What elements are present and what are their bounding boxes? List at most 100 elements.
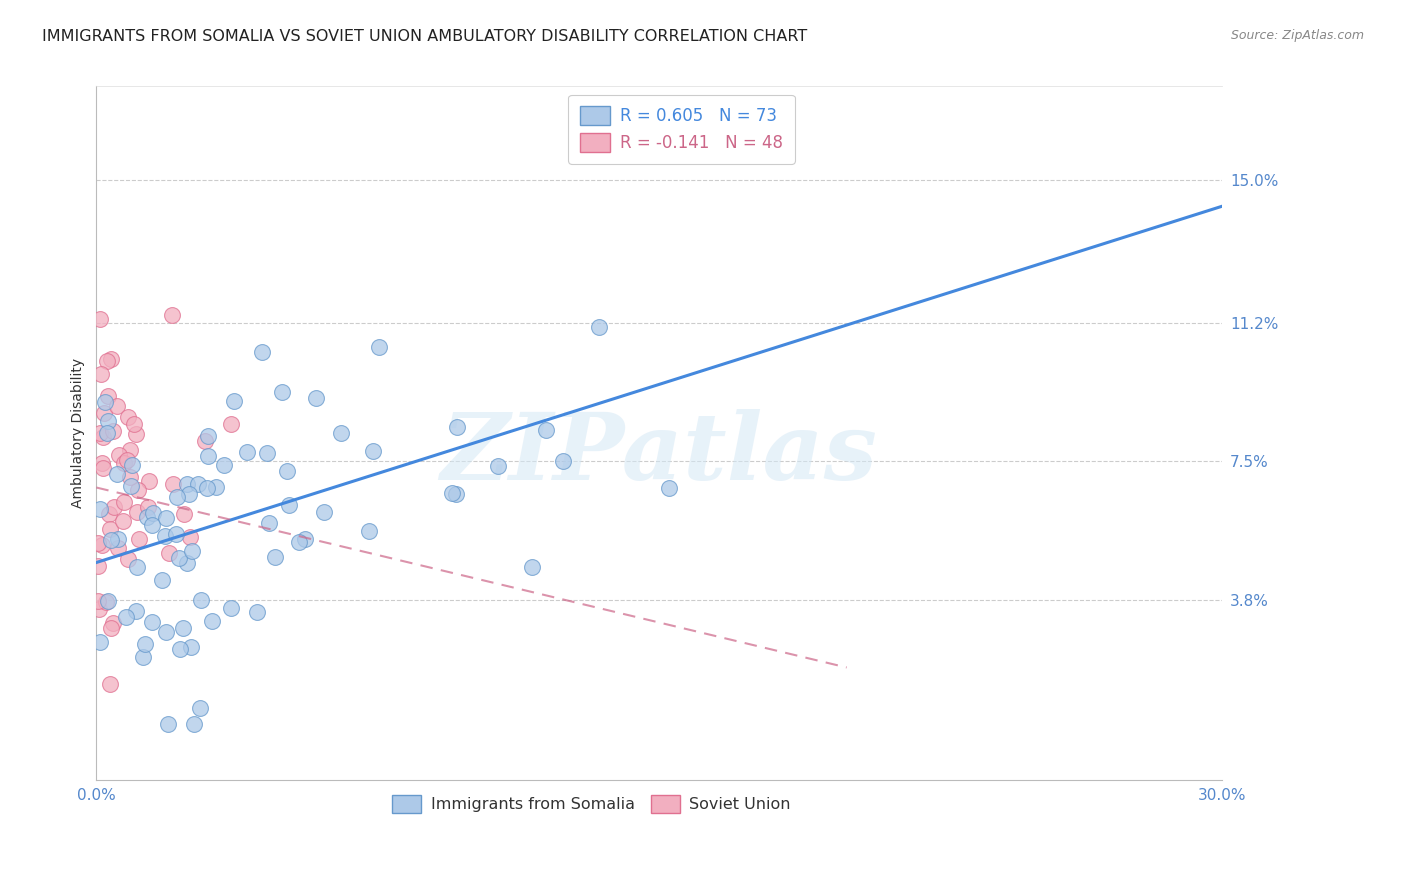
Point [166,490,188,504]
Point [359,524,381,539]
Point [536,423,558,437]
Point [112,495,135,509]
Point [276,464,298,478]
Point [100,351,122,366]
Text: Source: ZipAtlas.com: Source: ZipAtlas.com [1230,29,1364,42]
Point [121,458,143,472]
Point [117,551,139,566]
Point [115,610,138,624]
Point [103,500,125,515]
Point [124,604,146,618]
Point [169,641,191,656]
Point [87,601,110,615]
Point [197,481,219,495]
Point [97,389,120,403]
Point [204,480,226,494]
Legend: Immigrants from Somalia, Soviet Union: Immigrants from Somalia, Soviet Union [381,784,801,824]
Point [107,541,129,555]
Point [165,527,187,541]
Point [128,532,150,546]
Point [246,605,269,619]
Point [91,456,114,470]
Point [194,434,217,448]
Text: ZIPatlas: ZIPatlas [440,409,877,499]
Point [100,533,122,547]
Point [153,529,176,543]
Point [155,624,177,639]
Point [115,453,138,467]
Point [89,635,111,649]
Point [118,442,141,457]
Point [257,516,280,530]
Point [553,454,575,468]
Point [172,621,194,635]
Point [157,546,180,560]
Point [181,544,204,558]
Point [96,353,118,368]
Point [91,429,114,443]
Point [93,395,115,409]
Point [176,476,198,491]
Point [117,409,139,424]
Point [361,443,384,458]
Point [256,446,278,460]
Point [288,535,311,549]
Point [167,551,190,566]
Point [187,476,209,491]
Point [212,458,235,472]
Point [264,549,287,564]
Point [108,448,131,462]
Point [294,532,316,546]
Point [236,445,259,459]
Point [122,417,145,431]
Point [446,420,468,434]
Point [107,532,129,546]
Point [157,716,180,731]
Point [141,615,163,629]
Point [444,487,467,501]
Point [329,426,352,441]
Point [90,538,112,552]
Point [120,479,142,493]
Point [440,485,463,500]
Point [89,311,111,326]
Point [162,476,184,491]
Point [201,614,224,628]
Point [219,417,242,432]
Point [97,594,120,608]
Point [520,560,543,574]
Point [278,498,301,512]
Point [125,560,148,574]
Point [141,518,163,533]
Point [87,536,110,550]
Point [89,425,111,440]
Point [176,556,198,570]
Point [180,640,202,654]
Point [142,507,165,521]
Point [96,425,118,440]
Point [105,399,128,413]
Point [305,391,328,405]
Point [97,414,120,428]
Point [252,344,274,359]
Point [112,456,135,470]
Point [219,600,242,615]
Point [486,459,509,474]
Point [127,505,149,519]
Point [98,523,121,537]
Point [91,460,114,475]
Point [100,621,122,635]
Point [197,428,219,442]
Point [125,427,148,442]
Point [173,507,195,521]
Point [150,573,173,587]
Point [112,514,135,528]
Point [98,677,121,691]
Point [160,308,183,322]
Point [98,507,121,521]
Point [94,595,117,609]
Point [658,481,681,495]
Point [222,393,245,408]
Point [101,616,124,631]
Point [190,593,212,607]
